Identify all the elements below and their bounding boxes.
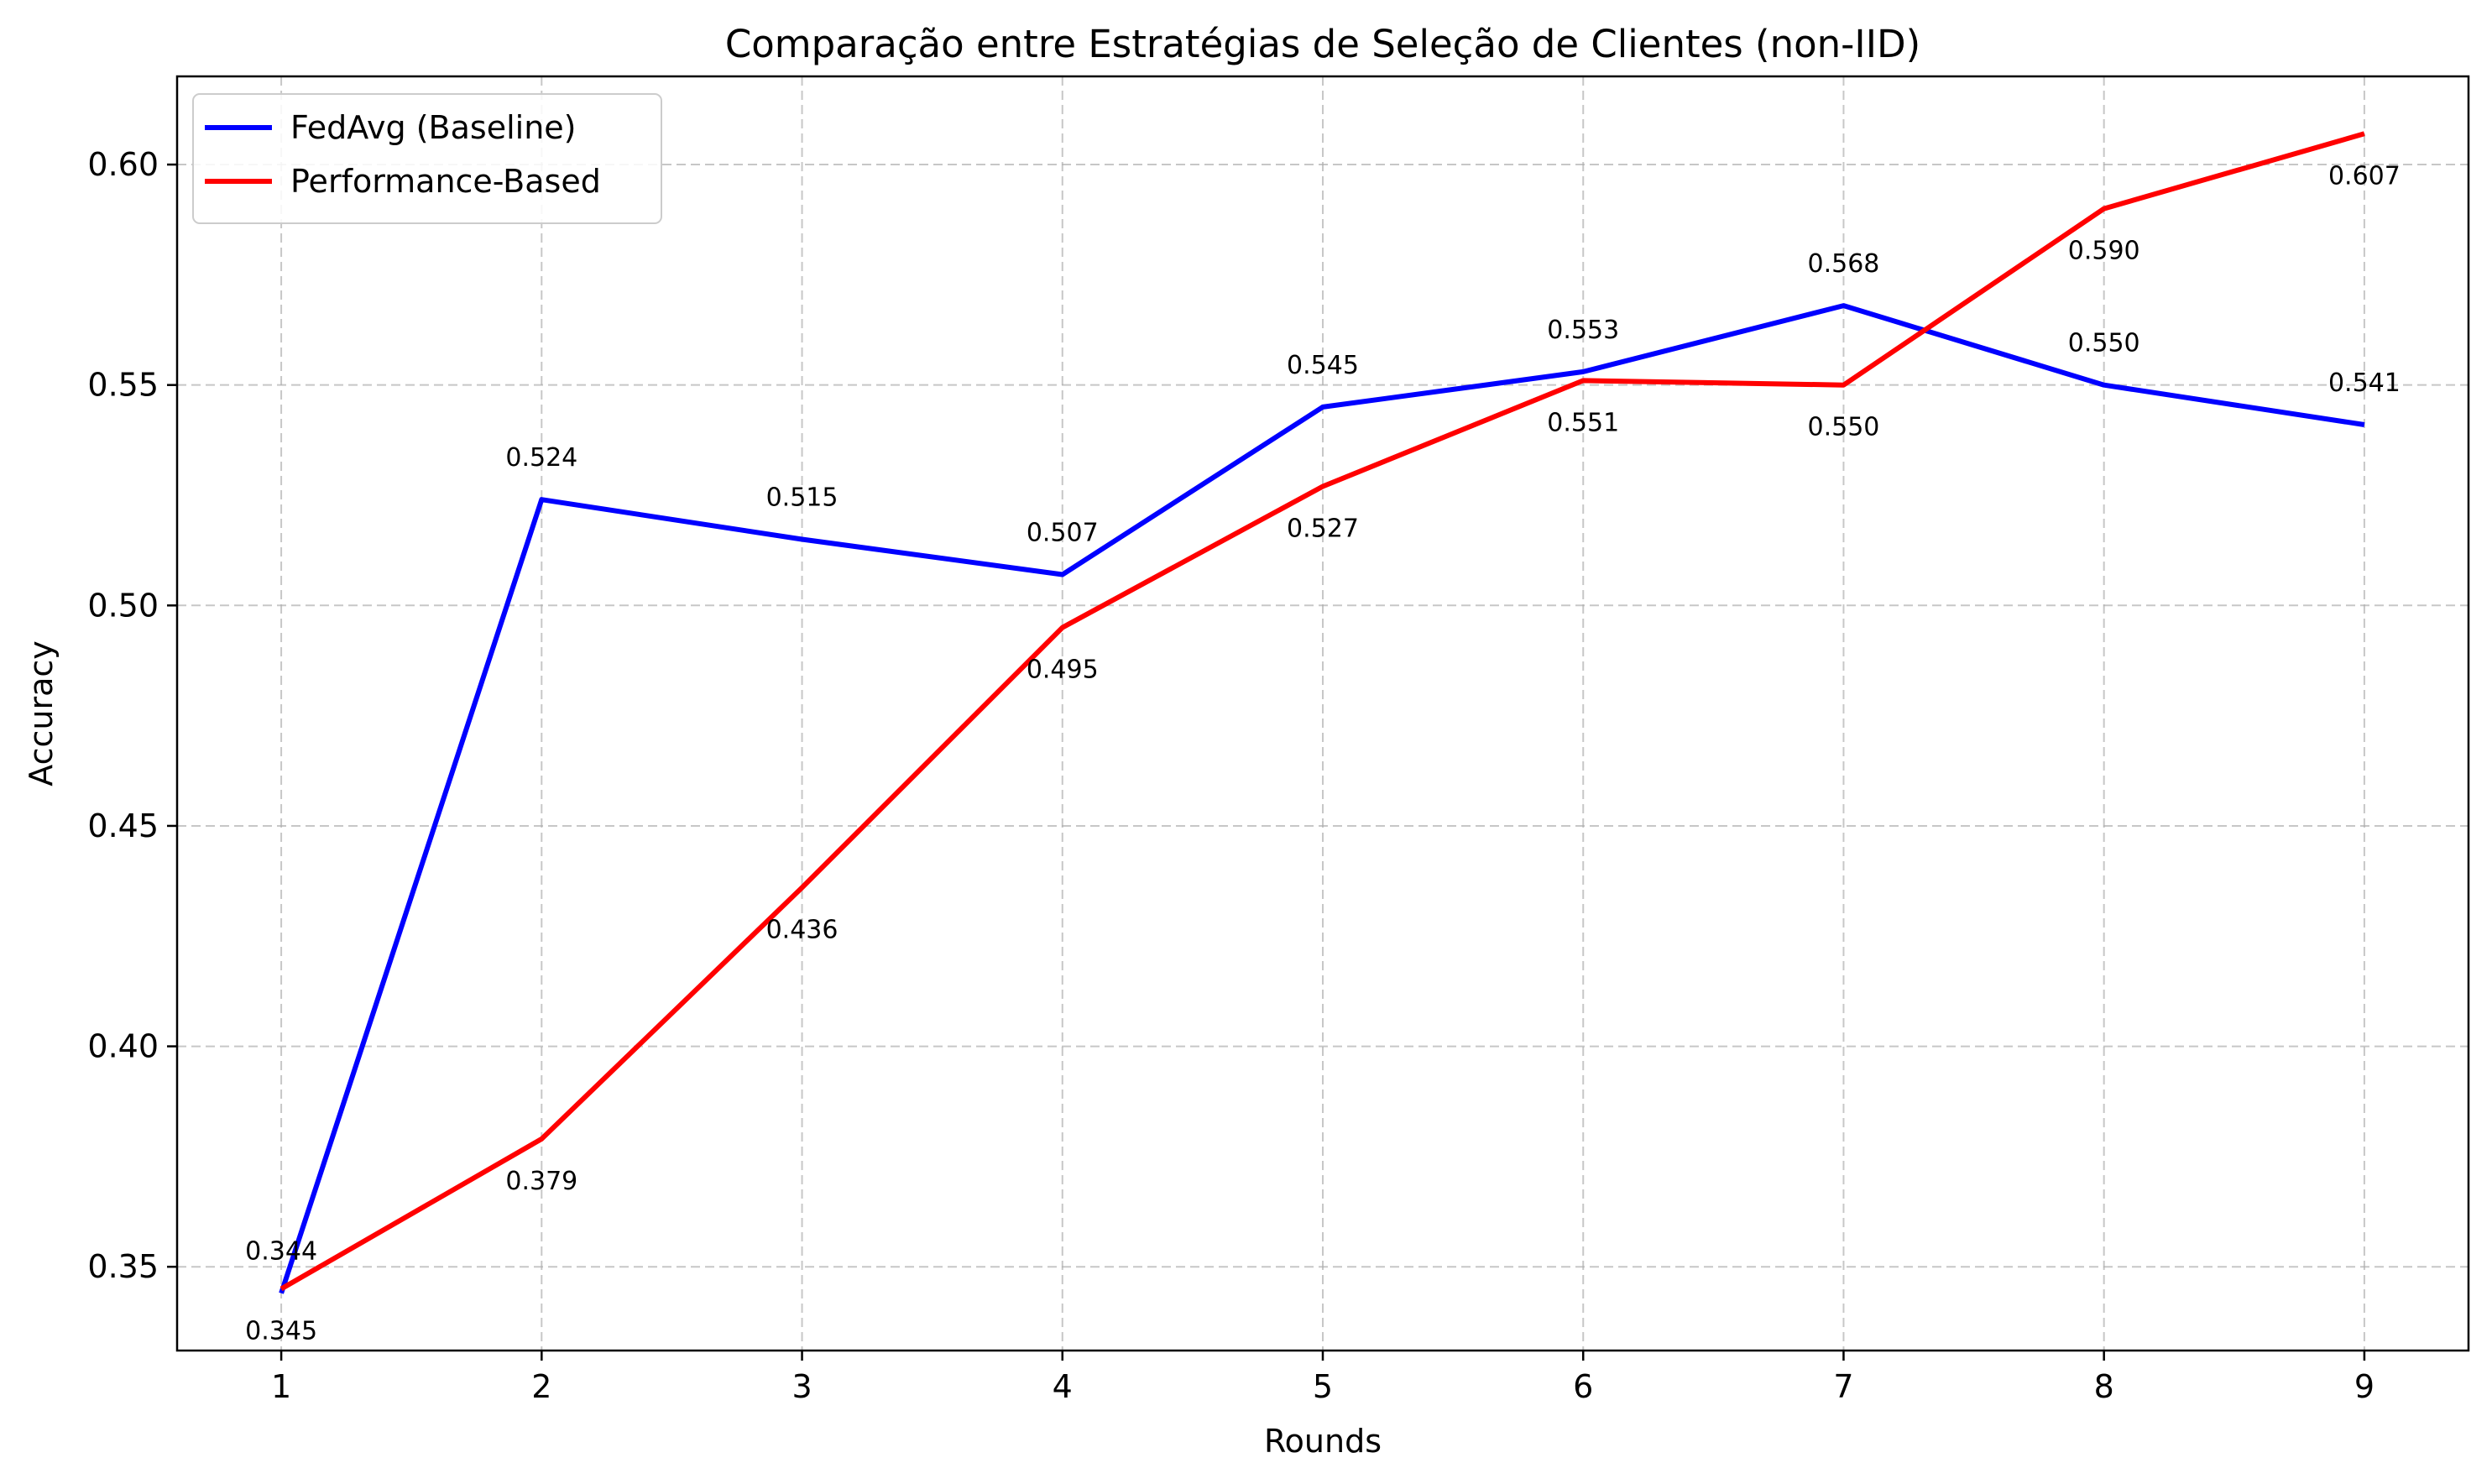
data-label: 0.507 <box>1027 519 1099 548</box>
data-label: 0.550 <box>2068 329 2140 358</box>
y-tick-label: 0.60 <box>87 146 159 183</box>
data-label: 0.515 <box>766 483 839 513</box>
x-tick-label: 3 <box>791 1368 812 1405</box>
data-label: 0.568 <box>1808 249 1880 279</box>
legend-label: Performance-Based <box>290 163 601 200</box>
data-label: 0.590 <box>2068 237 2140 266</box>
chart-title: Comparação entre Estratégias de Seleção … <box>725 22 1920 66</box>
x-tick-label: 4 <box>1053 1368 1073 1405</box>
data-label: 0.545 <box>1287 351 1359 380</box>
data-label: 0.550 <box>1808 413 1880 442</box>
data-label: 0.345 <box>245 1316 317 1346</box>
legend-box <box>192 93 662 224</box>
legend-label: FedAvg (Baseline) <box>290 109 577 146</box>
x-tick-label: 6 <box>1573 1368 1593 1405</box>
data-label: 0.436 <box>766 915 839 944</box>
data-label: 0.344 <box>245 1237 317 1267</box>
data-label: 0.524 <box>505 443 577 473</box>
x-tick-label: 7 <box>1833 1368 1853 1405</box>
x-tick-label: 8 <box>2094 1368 2114 1405</box>
y-tick-label: 0.55 <box>87 367 159 404</box>
data-label: 0.495 <box>1027 656 1099 685</box>
y-tick-label: 0.35 <box>87 1248 159 1285</box>
series-lines <box>279 131 2365 1294</box>
x-tick-label: 9 <box>2354 1368 2374 1405</box>
x-tick-label: 5 <box>1313 1368 1333 1405</box>
series-line-0 <box>279 303 2365 1294</box>
y-tick-label: 0.50 <box>87 587 159 624</box>
data-label: 0.551 <box>1547 408 1619 437</box>
data-labels: 0.344 0.524 0.515 0.507 0.545 0.553 0.568 0.550… <box>245 161 2401 1346</box>
legend: FedAvg (Baseline) Performance-Based <box>192 93 662 224</box>
y-tick-label: 0.45 <box>87 807 159 844</box>
y-axis-label: Accuracy <box>23 640 60 786</box>
data-label: 0.607 <box>2328 161 2401 191</box>
data-label: 0.527 <box>1287 514 1359 543</box>
data-label: 0.541 <box>2328 368 2401 398</box>
series-line-1 <box>280 131 2365 1292</box>
x-axis-label: Rounds <box>1264 1423 1382 1460</box>
y-tick-label: 0.40 <box>87 1028 159 1065</box>
x-tick-label: 2 <box>531 1368 551 1405</box>
grid <box>177 76 2468 1351</box>
data-label: 0.553 <box>1547 316 1619 345</box>
axis-ticks: 1 2 3 4 5 6 7 8 9 0.35 0.40 0.45 0.50 0.55 0.60 <box>87 146 2374 1405</box>
data-label: 0.379 <box>505 1167 577 1196</box>
x-tick-label: 1 <box>271 1368 291 1405</box>
